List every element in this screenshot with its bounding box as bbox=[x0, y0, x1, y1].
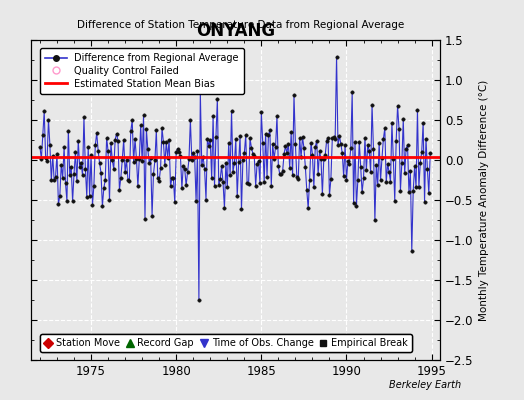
Text: Berkeley Earth: Berkeley Earth bbox=[389, 380, 461, 390]
Y-axis label: Monthly Temperature Anomaly Difference (°C): Monthly Temperature Anomaly Difference (… bbox=[479, 79, 489, 321]
Text: Difference of Station Temperature Data from Regional Average: Difference of Station Temperature Data f… bbox=[78, 20, 405, 30]
Title: ONYANG: ONYANG bbox=[196, 22, 276, 40]
Legend: Station Move, Record Gap, Time of Obs. Change, Empirical Break: Station Move, Record Gap, Time of Obs. C… bbox=[40, 334, 411, 352]
